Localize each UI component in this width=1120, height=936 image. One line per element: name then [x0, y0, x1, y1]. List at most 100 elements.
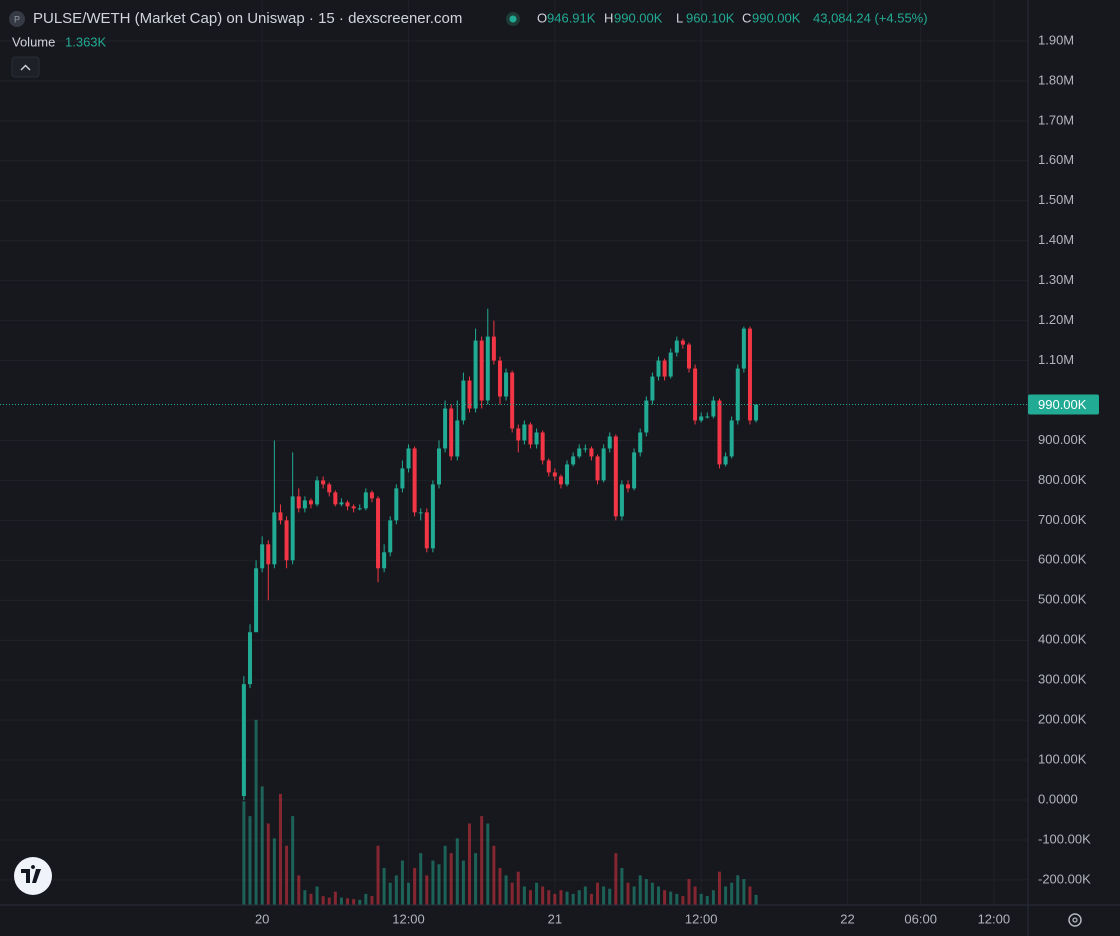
- volume-bar: [559, 890, 563, 905]
- candle-body: [693, 368, 698, 421]
- candle-body: [632, 452, 637, 489]
- volume-bar: [413, 867, 417, 905]
- ohlc-legend: O 946.91K H 990.00K L 960.10K C 990.00K: [537, 10, 801, 25]
- candle-body: [479, 340, 484, 401]
- logo-mark: [21, 864, 41, 883]
- x-tick-label: 22: [840, 911, 854, 926]
- candle-body: [711, 400, 716, 417]
- candle-body: [443, 408, 448, 449]
- volume-bar: [467, 823, 471, 905]
- collapse-button[interactable]: [11, 56, 40, 78]
- volume-bar: [364, 893, 368, 905]
- volume-bar: [596, 882, 600, 905]
- candle-body: [644, 400, 649, 433]
- symbol-icon-letter: P: [14, 14, 20, 24]
- volume-bar: [577, 890, 581, 905]
- y-tick-label: 1.30M: [1038, 272, 1074, 287]
- candle-body: [680, 340, 685, 345]
- candle-body: [241, 684, 246, 797]
- candle-body: [534, 432, 539, 445]
- volume-bar: [742, 879, 746, 905]
- candle-body: [327, 484, 332, 493]
- candle-body: [589, 448, 594, 457]
- volume-bar: [425, 875, 429, 905]
- volume-bar: [285, 845, 289, 905]
- candle-body: [668, 352, 673, 377]
- candle-body: [363, 492, 368, 509]
- volume-bar: [516, 871, 520, 905]
- x-tick-label: 06:00: [904, 911, 937, 926]
- volume-bar: [522, 886, 526, 905]
- candle-body: [357, 508, 362, 510]
- candle-body: [491, 336, 496, 361]
- candle-body: [601, 448, 606, 481]
- axes: -200.00K -100.00K 0.0000 100.00K 200.00K 300.…: [0, 32, 1099, 886]
- volume-bar: [333, 891, 337, 905]
- last-price-box: [1028, 394, 1099, 415]
- candle-body: [558, 476, 563, 485]
- volume-bar: [608, 888, 612, 905]
- candle-body: [418, 512, 423, 514]
- candle-body: [540, 432, 545, 461]
- volume-bar: [443, 845, 447, 905]
- volume-bar: [303, 890, 307, 905]
- settings-button[interactable]: [1068, 913, 1082, 927]
- candle-body: [717, 400, 722, 465]
- symbol-icon: [9, 11, 25, 27]
- settings-icon: [1072, 917, 1078, 923]
- volume-bar: [535, 882, 539, 905]
- volume-bar: [486, 823, 490, 905]
- candles: [241, 308, 759, 801]
- volume-bar: [376, 845, 380, 905]
- volume-bar: [309, 893, 313, 905]
- candle-body: [290, 496, 295, 561]
- candle-body: [607, 436, 612, 449]
- candle-body: [284, 520, 289, 561]
- candle-body: [412, 448, 417, 513]
- candle-body: [674, 340, 679, 353]
- volume-label: Volume: [12, 34, 55, 49]
- candle-body: [650, 376, 655, 401]
- volume-bar: [498, 867, 502, 905]
- candle-body: [510, 372, 515, 429]
- volume-bar: [657, 886, 661, 905]
- y-tick-label: 200.00K: [1038, 712, 1087, 727]
- y-tick-label: 700.00K: [1038, 512, 1087, 527]
- volume-bar: [266, 823, 270, 905]
- volume-bar: [358, 899, 362, 905]
- candle-body: [729, 420, 734, 457]
- candle-body: [546, 460, 551, 473]
- volume-bar: [589, 893, 593, 905]
- x-tick-label: 20: [255, 911, 269, 926]
- candle-body: [369, 492, 374, 499]
- volume-bar: [553, 893, 557, 905]
- candle-body: [430, 484, 435, 549]
- volume-bar: [474, 853, 478, 905]
- volume-bar: [254, 719, 258, 905]
- candle-body: [308, 500, 313, 505]
- candle-body: [565, 464, 570, 485]
- candle-body: [723, 456, 728, 465]
- candle-body: [522, 424, 527, 441]
- volume-bar: [321, 896, 325, 905]
- candle-body: [388, 520, 393, 553]
- volume-bar: [315, 886, 319, 905]
- status-dot: [509, 15, 517, 23]
- legend-value: 990.00K: [614, 10, 663, 25]
- volume-bar: [687, 879, 691, 905]
- candle-body: [528, 424, 533, 445]
- candle-body: [747, 328, 752, 421]
- candle-body: [400, 468, 405, 489]
- volume-bar: [602, 886, 606, 905]
- candle-body: [278, 512, 283, 521]
- candle-body: [705, 416, 710, 418]
- volume-bar: [638, 875, 642, 905]
- candle-body: [345, 502, 350, 507]
- legend-key: L: [676, 10, 683, 25]
- x-tick-label: 21: [548, 911, 562, 926]
- volume-bar: [711, 890, 715, 905]
- volume-bar: [407, 882, 411, 905]
- volume-bar: [382, 867, 386, 905]
- volume-bar: [717, 871, 721, 905]
